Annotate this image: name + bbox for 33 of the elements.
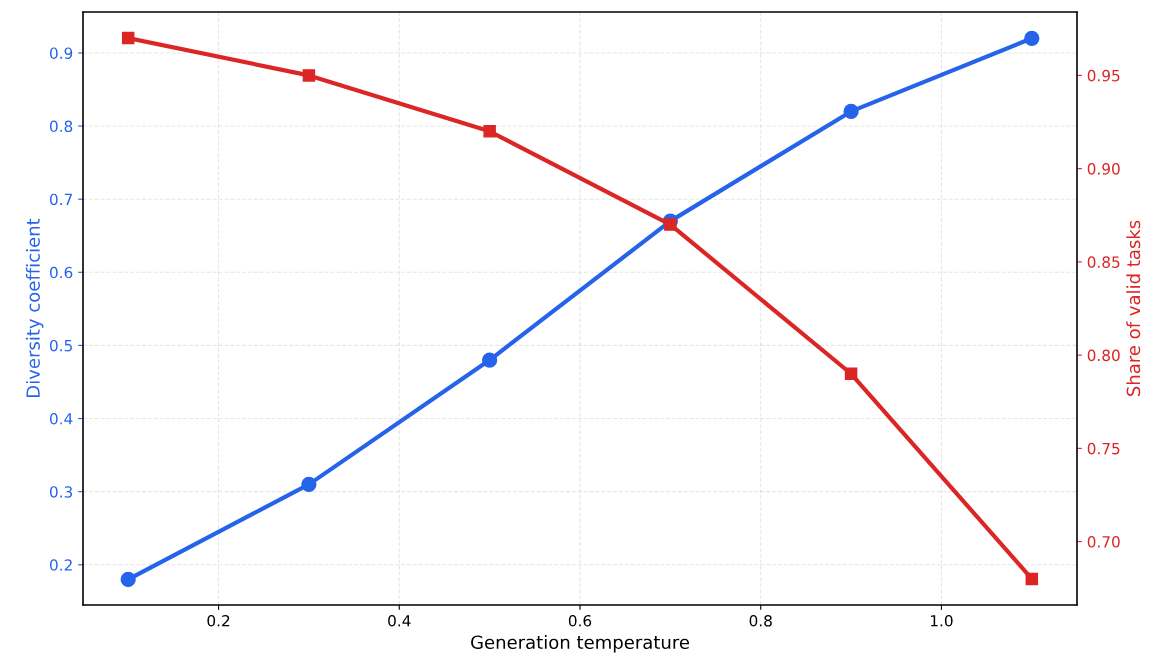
x-tick-label: 0.4	[388, 614, 411, 627]
x-tick-label: 1.0	[930, 614, 953, 627]
point	[664, 218, 677, 231]
y-tick-label: 0.8	[49, 120, 73, 133]
y-tick-label: 0.9	[49, 47, 73, 59]
point	[301, 476, 317, 492]
point	[121, 31, 135, 45]
y-tick-label: 0.7	[49, 193, 72, 206]
x-axis-title: Generation temperature	[471, 635, 690, 653]
y-axis-title: Diversity coefficient	[25, 218, 44, 397]
y-tick-label: 0.4	[49, 413, 73, 425]
point	[120, 571, 136, 588]
y-tick-label: 0.3	[49, 486, 73, 498]
y2-tick-label: 0.75	[1087, 442, 1120, 455]
y2-tick-label: 0.70	[1087, 536, 1120, 548]
point	[302, 69, 316, 82]
point	[844, 367, 858, 381]
y2-tick-label: 0.95	[1087, 69, 1120, 82]
y2-tick-label: 0.80	[1087, 349, 1120, 362]
point	[1024, 30, 1040, 46]
y-tick-label: 0.6	[49, 266, 73, 279]
y2-tick-label: 0.85	[1087, 256, 1120, 268]
x-tick-label: 0.8	[749, 614, 772, 627]
point	[483, 125, 496, 138]
point	[843, 103, 859, 120]
y2-axis-title: Share of valid tasks	[1126, 220, 1141, 396]
y-tick-label: 0.2	[49, 559, 72, 571]
point	[481, 352, 498, 368]
y2-tick-label: 0.90	[1087, 163, 1120, 175]
point	[1025, 572, 1039, 586]
x-tick-label: 0.2	[207, 614, 230, 627]
x-tick-label: 0.6	[568, 614, 592, 627]
y-tick-label: 0.5	[49, 339, 72, 352]
